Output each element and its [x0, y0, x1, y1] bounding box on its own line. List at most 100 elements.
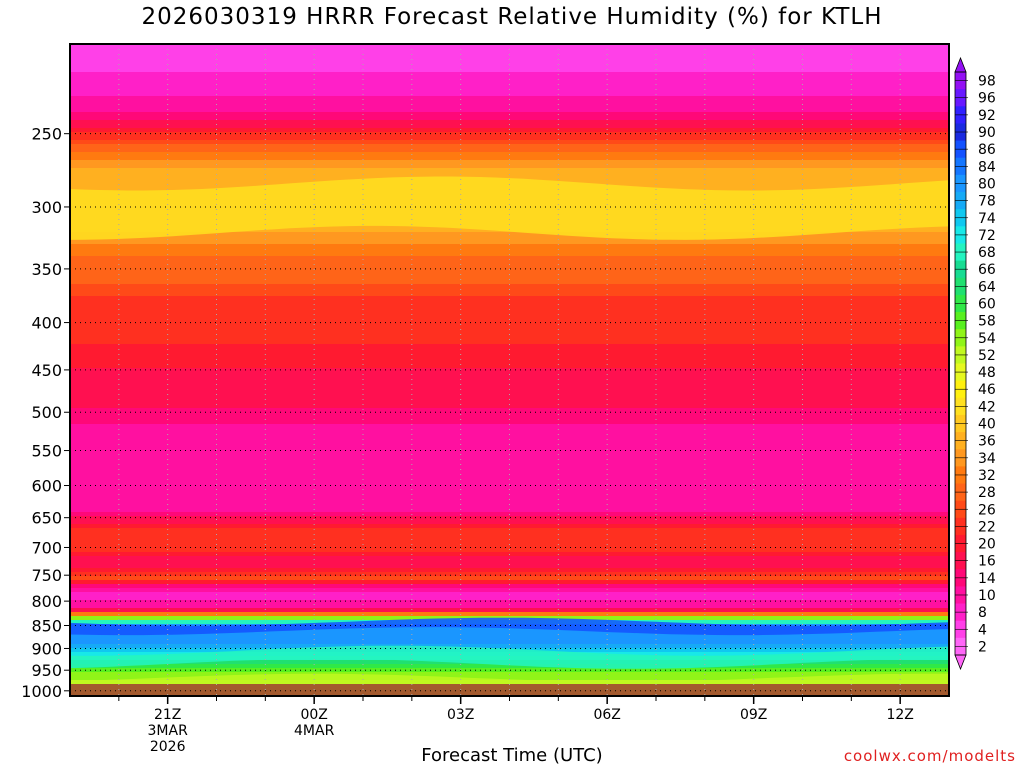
y-tick-label: 600 — [31, 477, 62, 496]
rh-band — [70, 516, 949, 521]
rh-band — [70, 136, 949, 141]
rh-band — [70, 256, 949, 261]
colorbar-label: 92 — [978, 108, 996, 124]
colorbar-label: 20 — [978, 537, 996, 553]
colorbar-label: 32 — [978, 468, 996, 484]
rh-band — [70, 456, 949, 461]
rh-band — [70, 380, 949, 385]
rh-band — [70, 568, 949, 573]
y-tick-label: 450 — [31, 361, 62, 380]
y-tick-label: 1000 — [21, 682, 62, 701]
chart-title: 2026030319 HRRR Forecast Relative Humidi… — [141, 4, 883, 30]
rh-band — [70, 356, 949, 361]
colorbar-bottom-arrow — [954, 654, 967, 671]
y-tick-label: 800 — [31, 592, 62, 611]
colorbar-label: 84 — [978, 159, 996, 175]
rh-band — [70, 440, 949, 445]
y-tick-label: 250 — [31, 125, 62, 144]
rh-band — [70, 148, 949, 153]
colorbar-label: 74 — [978, 211, 996, 227]
rh-band — [70, 80, 949, 85]
rh-band — [70, 300, 949, 305]
rh-band — [70, 156, 949, 161]
rh-band — [70, 76, 949, 81]
colorbar-label: 68 — [978, 245, 996, 261]
colorbar: 9896929086848078747268666460585452484642… — [954, 56, 996, 671]
x-tick-label: 21Z — [154, 707, 181, 723]
rh-band — [70, 296, 949, 301]
colorbar-label: 60 — [978, 296, 996, 312]
rh-band — [70, 60, 949, 65]
colorbar-label: 98 — [978, 74, 996, 90]
rh-band — [70, 524, 949, 529]
y-tick-label: 350 — [31, 260, 62, 279]
colorbar-label: 14 — [978, 571, 996, 587]
rh-band — [70, 584, 949, 589]
moist-lower-band — [70, 645, 949, 669]
rh-band — [70, 444, 949, 449]
rh-band — [70, 664, 949, 669]
colorbar-label: 52 — [978, 348, 996, 364]
rh-band — [70, 260, 949, 265]
rh-band — [70, 476, 949, 481]
rh-band — [70, 436, 949, 441]
rh-band — [70, 500, 949, 505]
rh-band — [70, 396, 949, 401]
rh-band — [70, 520, 949, 525]
colorbar-label: 72 — [978, 228, 996, 244]
gridlines — [70, 44, 949, 696]
y-tick-label: 650 — [31, 509, 62, 528]
source-credit[interactable]: coolwx.com/modelts — [843, 747, 1016, 765]
rh-band — [70, 48, 949, 53]
rh-band — [70, 508, 949, 513]
colorbar-label: 64 — [978, 279, 996, 295]
rh-band — [70, 576, 949, 581]
rh-contour-field — [70, 44, 949, 696]
rh-band — [70, 644, 949, 649]
rh-band — [70, 460, 949, 465]
y-tick-label: 700 — [31, 538, 62, 557]
rh-band — [70, 420, 949, 425]
rh-band — [70, 428, 949, 433]
colorbar-label: 2 — [978, 639, 987, 655]
rh-band — [70, 424, 949, 429]
rh-band — [70, 540, 949, 545]
x-tick-label: 2026 — [150, 739, 186, 755]
x-tick-label: 06Z — [593, 707, 620, 723]
rh-band — [70, 264, 949, 269]
colorbar-label: 16 — [978, 554, 996, 570]
rh-band — [70, 96, 949, 101]
colorbar-label: 58 — [978, 314, 996, 330]
rh-band — [70, 388, 949, 393]
rh-band — [70, 560, 949, 565]
rh-band — [70, 268, 949, 273]
rh-band — [70, 316, 949, 321]
colorbar-label: 66 — [978, 262, 996, 278]
rh-band — [70, 504, 949, 509]
colorbar-label: 78 — [978, 194, 996, 210]
colorbar-label: 90 — [978, 125, 996, 141]
y-tick-label: 500 — [31, 403, 62, 422]
rh-band — [70, 368, 949, 373]
colorbar-label: 96 — [978, 91, 996, 107]
rh-band — [70, 84, 949, 89]
colorbar-label: 48 — [978, 365, 996, 381]
moist-surface-band — [70, 673, 949, 691]
rh-band — [70, 344, 949, 349]
rh-band — [70, 528, 949, 533]
y-axis-ticks: 250 300 350 400 450 500 550 600 650 700 750 800 850 9… — [21, 125, 70, 701]
dry-layer-highlight — [70, 176, 949, 240]
rh-band — [70, 384, 949, 389]
rh-band — [70, 280, 949, 285]
rh-band — [70, 144, 949, 149]
colorbar-frame — [954, 71, 967, 656]
rh-band — [70, 604, 949, 609]
moist-core-band — [70, 617, 949, 636]
y-tick-label: 850 — [31, 616, 62, 635]
x-tick-label: 4MAR — [294, 723, 335, 739]
colorbar-label: 28 — [978, 485, 996, 501]
rh-band — [70, 488, 949, 493]
rh-band — [70, 348, 949, 353]
rh-band — [70, 480, 949, 485]
colorbar-label: 10 — [978, 588, 996, 604]
